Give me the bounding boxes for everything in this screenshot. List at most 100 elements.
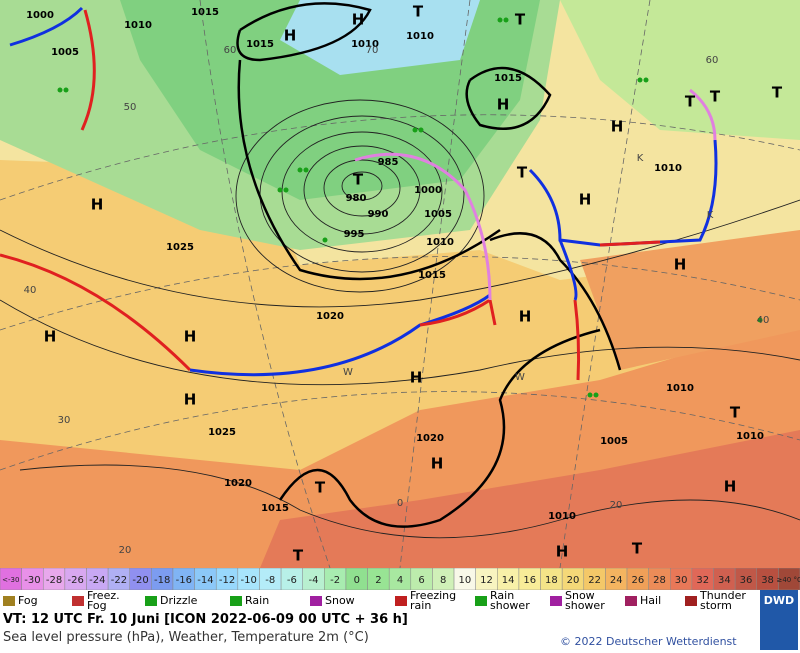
scale-label: -16 bbox=[176, 575, 192, 586]
scale-label: 14 bbox=[502, 575, 515, 586]
isobar-label: 1015 bbox=[191, 7, 219, 18]
pressure-center: H bbox=[431, 455, 444, 473]
weather-symbols bbox=[57, 17, 763, 398]
scale-label: 30 bbox=[675, 575, 688, 586]
weather-label: Rain shower bbox=[490, 589, 530, 612]
main-isobars bbox=[236, 2, 622, 528]
grid-label: 60 bbox=[706, 55, 719, 66]
weather-icon bbox=[550, 596, 562, 606]
grid-label: 50 bbox=[124, 102, 137, 113]
pressure-center: T bbox=[413, 3, 424, 21]
graticule bbox=[0, 0, 800, 568]
isobar-label: 995 bbox=[344, 229, 365, 240]
isobar-label: 985 bbox=[378, 157, 399, 168]
weather-legend-item: Thunder storm bbox=[685, 590, 746, 612]
weather-label: Rain bbox=[245, 594, 270, 607]
grid-label: 70 bbox=[366, 45, 379, 56]
pressure-center: H bbox=[519, 308, 532, 326]
pressure-center: H bbox=[674, 256, 687, 274]
scale-label: -26 bbox=[68, 575, 84, 586]
isobar-label: 1010 bbox=[736, 431, 764, 442]
grid-label: 30 bbox=[58, 415, 71, 426]
pressure-center: H bbox=[184, 391, 197, 409]
weather-legend-item: Snow shower bbox=[550, 590, 607, 612]
weather-legend-item: Rain shower bbox=[475, 590, 532, 612]
isobar-label: 1010 bbox=[666, 383, 694, 394]
pressure-center: H bbox=[352, 11, 365, 29]
pressure-center: T bbox=[353, 171, 364, 189]
weather-icon bbox=[3, 596, 15, 606]
scale-label: ≥40 °C bbox=[776, 576, 800, 584]
pressure-center: T bbox=[772, 84, 783, 102]
weather-label: Snow bbox=[325, 594, 355, 607]
scale-label: -20 bbox=[132, 575, 148, 586]
pressure-center: H bbox=[284, 27, 297, 45]
pressure-center: T bbox=[517, 164, 528, 182]
scale-label: 10 bbox=[458, 575, 471, 586]
temperature-scale: <-30 -30 -28 -26 -24 -22 -20 -18 -16 -14 -12 -10 -8-… bbox=[0, 568, 800, 590]
isobar-label: 990 bbox=[368, 209, 389, 220]
isobar-label: 1020 bbox=[224, 478, 252, 489]
isobar-label: 1010 bbox=[406, 31, 434, 42]
pressure-center: H bbox=[556, 543, 569, 561]
scale-label: <-30 bbox=[2, 576, 19, 584]
weather-icon bbox=[685, 596, 697, 606]
isobar-label: 1005 bbox=[424, 209, 452, 220]
weather-legend-item: Snow bbox=[310, 590, 367, 612]
weather-icon bbox=[230, 596, 242, 606]
scale-label: 0 bbox=[354, 575, 360, 586]
scale-label: -10 bbox=[240, 575, 256, 586]
scale-label: -18 bbox=[154, 575, 170, 586]
weather-label: Snow shower bbox=[565, 589, 605, 612]
pressure-center: H bbox=[579, 191, 592, 209]
isobar-label: 1015 bbox=[246, 39, 274, 50]
weather-label: Fog bbox=[18, 594, 38, 607]
grid-label: 40 bbox=[757, 315, 770, 326]
grid-label: 40 bbox=[24, 285, 37, 296]
scale-label: -22 bbox=[111, 575, 127, 586]
weather-label: Freez. Fog bbox=[87, 589, 120, 612]
scale-label: 4 bbox=[397, 575, 403, 586]
scale-label: -2 bbox=[330, 575, 340, 586]
description: Sea level pressure (hPa), Weather, Tempe… bbox=[3, 630, 369, 645]
scale-label: 22 bbox=[588, 575, 601, 586]
scale-label: 8 bbox=[440, 575, 446, 586]
valid-time: VT: 12 UTC Fr. 10 Juni [ICON 2022-06-09 … bbox=[3, 612, 408, 627]
scale-label: 36 bbox=[740, 575, 753, 586]
pressure-center: T bbox=[315, 479, 326, 497]
temp-zone bbox=[280, 0, 480, 75]
pressure-center: T bbox=[632, 540, 643, 558]
pressure-center: T bbox=[730, 404, 741, 422]
grid-label: 0 bbox=[397, 498, 403, 509]
grid-label: W bbox=[343, 367, 353, 378]
weather-icon bbox=[145, 596, 157, 606]
grid-label: 20 bbox=[610, 500, 623, 511]
weather-icon bbox=[310, 596, 322, 606]
weather-icon bbox=[625, 596, 637, 606]
isobar-label: 1015 bbox=[418, 270, 446, 281]
isobar-label: 980 bbox=[346, 193, 367, 204]
weather-label: Hail bbox=[640, 594, 662, 607]
isobar-label: 1025 bbox=[208, 427, 236, 438]
scale-label: 24 bbox=[610, 575, 623, 586]
logo-text: DWD bbox=[763, 594, 795, 607]
pressure-center: T bbox=[515, 11, 526, 29]
scale-label: 20 bbox=[567, 575, 580, 586]
grid-label: W bbox=[515, 372, 525, 383]
scale-label: 38 bbox=[761, 575, 774, 586]
weather-legend-item: Freezing rain bbox=[395, 590, 456, 612]
isobar-label: 1020 bbox=[416, 433, 444, 444]
temp-zone bbox=[560, 0, 800, 140]
scale-label: -12 bbox=[219, 575, 235, 586]
isobar-label: 1000 bbox=[26, 10, 54, 21]
scale-label: -24 bbox=[89, 575, 105, 586]
weather-legend-item: Freez. Fog bbox=[72, 590, 129, 612]
grid-label: 20 bbox=[119, 545, 132, 556]
isobar-label: 1010 bbox=[548, 511, 576, 522]
weather-legend-item: Fog bbox=[3, 590, 60, 612]
pressure-center: T bbox=[293, 547, 304, 565]
copyright: © 2022 Deutscher Wetterdienst bbox=[560, 635, 737, 648]
pressure-center: H bbox=[724, 478, 737, 496]
pressure-center: H bbox=[91, 196, 104, 214]
grid-label: K bbox=[637, 153, 644, 164]
